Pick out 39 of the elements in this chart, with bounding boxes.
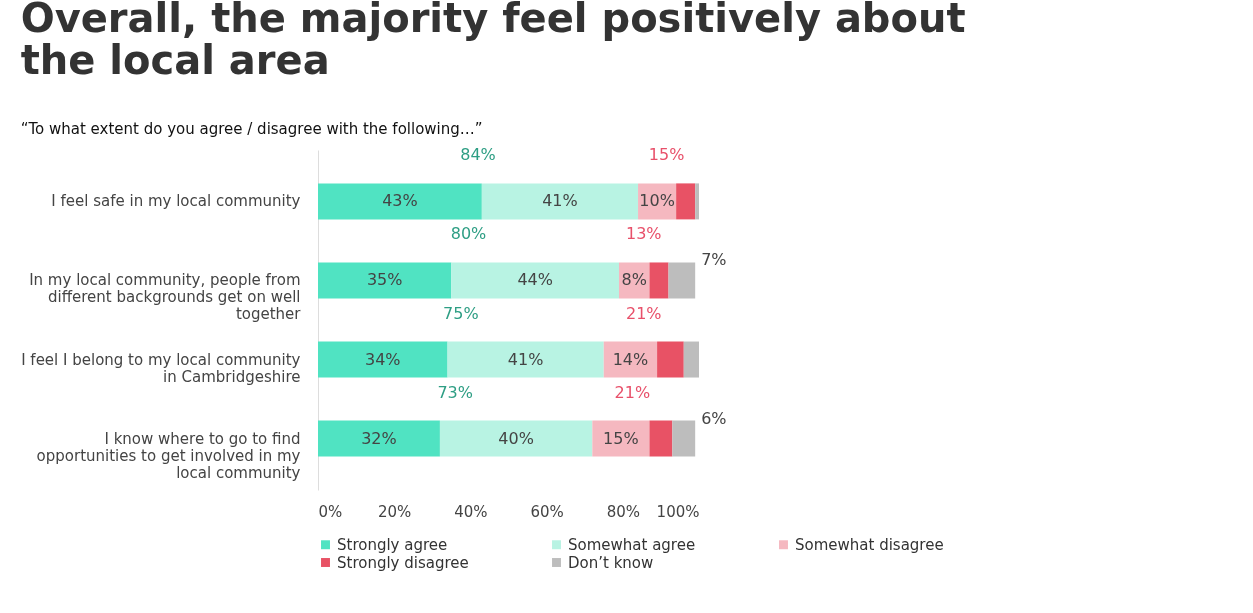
chart-title: Overall, the majority feel positively about the local area: [20, 0, 966, 84]
data-label: 15%: [603, 428, 639, 448]
x-tick-label: 20%: [378, 502, 412, 521]
data-label: 43%: [382, 191, 418, 211]
data-label: 41%: [507, 349, 544, 369]
annotation: 75%: [443, 303, 479, 323]
annotation: 84%: [460, 145, 496, 165]
data-label: 44%: [517, 270, 553, 290]
x-tick-label: 0%: [318, 502, 343, 521]
annotation: 15%: [648, 145, 685, 165]
annotation: 73%: [437, 382, 473, 402]
data-label: 8%: [621, 270, 647, 290]
data-label: 34%: [364, 349, 401, 369]
legend-label: Somewhat agree: [568, 535, 696, 554]
data-label: 40%: [498, 428, 534, 448]
y-tick-label: I feel I belong to my local community in Cambridgeshire: [21, 350, 301, 386]
data-label: 41%: [542, 191, 578, 211]
data-label: 14%: [612, 349, 649, 369]
x-tick-label: 40%: [454, 502, 488, 521]
legend-label: Strongly agree: [337, 535, 448, 554]
chart-subtitle: “To what extent do you agree / disagree with the following…”: [20, 120, 483, 139]
x-tick-label: 100%: [656, 502, 700, 521]
data-label: 35%: [366, 270, 403, 290]
annotation: 80%: [450, 224, 487, 244]
legend-label: Strongly disagree: [337, 553, 469, 572]
legend-label: Somewhat disagree: [795, 535, 944, 554]
y-tick-label: I know where to go to find opportunities to get involved in my local community: [36, 429, 301, 482]
data-label: 6%: [701, 408, 727, 428]
x-tick-label: 80%: [606, 502, 640, 521]
y-tick-label: I feel safe in my local community: [51, 192, 301, 211]
x-tick-label: 60%: [530, 502, 564, 521]
legend-label: Don’t know: [568, 553, 654, 572]
annotation: 21%: [614, 382, 651, 402]
y-tick-label: In my local community, people from different backgrounds get on well together: [29, 271, 302, 324]
data-label: 10%: [639, 191, 675, 211]
annotation: 21%: [625, 303, 662, 323]
data-label: 7%: [701, 250, 727, 270]
data-label: 32%: [361, 428, 397, 448]
annotation: 13%: [625, 224, 662, 244]
